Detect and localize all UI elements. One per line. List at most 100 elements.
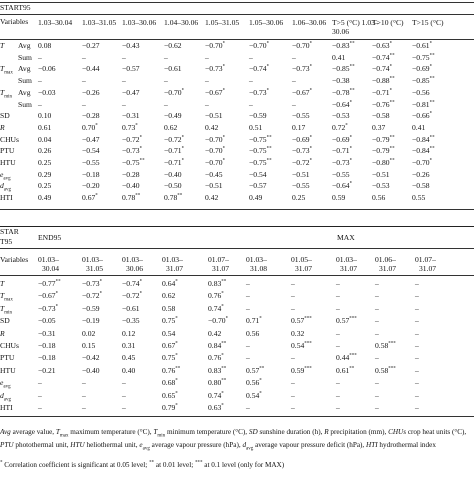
- table2-col-header-start: 01.03–: [336, 255, 357, 264]
- table1-cell: 0.42: [205, 122, 219, 132]
- table1-cell: –: [38, 52, 42, 62]
- table2-cell: –: [122, 390, 126, 400]
- table1-row-variable: T: [0, 41, 5, 50]
- table2-cell: 0.79*: [162, 403, 178, 412]
- table1-col-header: T>5 (°C) 1.03–30.06: [332, 18, 379, 36]
- table1-cell: −0.06: [38, 64, 56, 74]
- table2-cell: –: [246, 291, 250, 301]
- table1-cell: −0.58: [412, 181, 430, 191]
- table1-cell: −0.75**: [249, 158, 272, 167]
- table2-row-variable: R: [0, 328, 5, 338]
- table2-col-header-end: 31.05: [86, 264, 104, 273]
- table1-cell: −0.43: [122, 41, 140, 50]
- table2-row-variable: HTU: [0, 365, 16, 375]
- table1-cell: −0.69*: [332, 134, 353, 144]
- table2-cell: –: [415, 328, 419, 338]
- table2-cell: –: [336, 341, 340, 350]
- table2-cell: –: [375, 353, 379, 363]
- table2-cell: −0.67*: [38, 291, 59, 301]
- table2-cell: –: [375, 390, 379, 400]
- table2-cell: –: [291, 353, 295, 363]
- table1-cell: −0.53: [372, 181, 390, 191]
- table2-cell: 0.54*: [246, 390, 262, 400]
- table1-row-variable: HTI: [0, 193, 13, 203]
- table1-col-header: 1.04–30.06: [164, 18, 199, 27]
- table2-cell: –: [82, 403, 86, 412]
- table1-cell: –: [205, 52, 209, 62]
- table2-cell: –: [38, 378, 42, 388]
- table2-cell: 0.44***: [336, 353, 357, 363]
- table2-cell: −0.19: [82, 316, 100, 326]
- table2-cell: –: [415, 365, 419, 375]
- table1-cell: −0.50: [164, 181, 182, 191]
- table2-cell: –: [415, 390, 419, 400]
- table1-cell: −0.83**: [332, 41, 355, 50]
- table1-cell: 0.61: [38, 122, 52, 132]
- table1-cell: −0.70*: [292, 41, 313, 50]
- table2-cell: 0.76*: [208, 291, 224, 301]
- table1-cell: −0.44: [82, 64, 100, 74]
- table1-cell: −0.27: [82, 41, 100, 50]
- table1-col-header: 1.03–30.06: [122, 18, 157, 27]
- table1-cell: −0.72*: [164, 134, 185, 144]
- table1-row-subtype: Sum: [18, 52, 32, 62]
- table1-cell: −0.75**: [249, 134, 272, 144]
- table1-cell: −0.55: [332, 169, 350, 179]
- table2-cell: 0.74*: [208, 303, 224, 313]
- table2-cell: 0.76*: [208, 353, 224, 363]
- table1-cell: 0.04: [38, 134, 52, 144]
- table2-cell: 0.54***: [291, 341, 312, 350]
- table1-cell: −0.51: [292, 169, 310, 179]
- table2-col-header-start: 01.07–: [208, 255, 229, 264]
- table1-row-subtype: Avg: [18, 64, 31, 74]
- table1-cell: 0.17: [292, 122, 306, 132]
- table2-cell: −0.31: [38, 328, 56, 338]
- table1-label: START95: [0, 3, 31, 12]
- table1-cell: −0.84**: [412, 134, 435, 144]
- table1-row-variable: SD: [0, 111, 10, 121]
- table1-col-header: T>15 (°C): [412, 18, 444, 27]
- table1-cell: –: [164, 76, 168, 86]
- table2-cell: –: [38, 403, 42, 412]
- table2-row-variable: Tmax: [0, 291, 13, 303]
- table2-cell: –: [246, 403, 250, 412]
- table1-cell: –: [38, 76, 42, 86]
- table2-cell: –: [375, 316, 379, 326]
- table1-cell: −0.70*: [412, 158, 433, 167]
- table1-cell: −0.26: [82, 87, 100, 97]
- table1-cell: −0.62: [164, 41, 182, 50]
- table2-cell: −0.35: [122, 316, 140, 326]
- table2-col-header-start: 01.05–: [291, 255, 312, 264]
- table1-cell: −0.73*: [332, 158, 353, 167]
- table2-col-header-start: 01.03–: [162, 255, 183, 264]
- table2-col-header-end: 31.07: [340, 264, 358, 273]
- table2-cell: –: [246, 353, 250, 363]
- table1-cell: −0.28: [122, 169, 140, 179]
- table2-cell: 0.56*: [246, 378, 262, 388]
- table2-cell: 0.63*: [208, 403, 224, 412]
- table1-cell: −0.74*: [372, 64, 393, 74]
- table2-cell: 0.62: [162, 291, 176, 301]
- table2-cell: 0.76**: [162, 365, 181, 375]
- table2-cell: –: [38, 390, 42, 400]
- table2-cell: −0.70*: [208, 316, 229, 326]
- footnote-abbreviations: Avg average value, Tmax maximum temperat…: [0, 428, 467, 452]
- table1-cell: 0.59: [332, 193, 346, 203]
- table2-col-header-end: 30.04: [42, 264, 60, 273]
- table2-label-top: STAR: [0, 227, 19, 236]
- table1-col-header: 1.05–31.05: [205, 18, 240, 27]
- table1-cell: −0.73*: [122, 146, 143, 156]
- table2-row-variable: Tmin: [0, 303, 13, 316]
- table1-cell: −0.84**: [412, 146, 435, 156]
- table1-cell: 0.73*: [122, 122, 138, 132]
- table2-cell: 0.54: [162, 328, 176, 338]
- table1-cell: −0.51: [372, 169, 390, 179]
- table1-cell: −0.40: [122, 181, 140, 191]
- table1-cell: 0.41: [332, 52, 346, 62]
- table1-cell: 0.42: [205, 193, 219, 203]
- table1-cell: −0.70*: [249, 41, 270, 50]
- table1-cell: 0.25: [38, 181, 52, 191]
- table1-cell: 0.37: [372, 122, 386, 132]
- table2-cell: –: [375, 378, 379, 388]
- table1-cell: –: [292, 99, 296, 109]
